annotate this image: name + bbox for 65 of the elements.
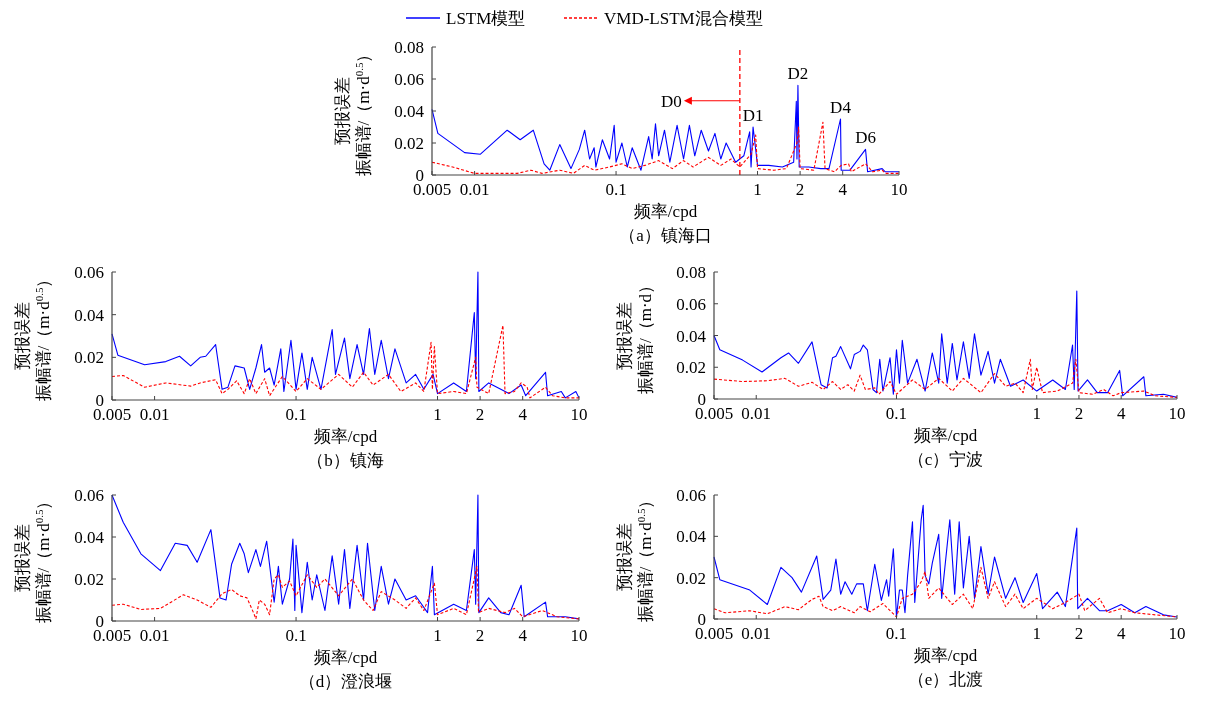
x-tick-label: 10 — [570, 626, 588, 645]
text: （d）澄浪堰 — [298, 672, 393, 691]
x-tick-label: 10 — [1168, 624, 1186, 643]
annotation: D1 — [742, 106, 764, 125]
annotation: D4 — [830, 98, 852, 117]
x-axis-title: 频率/cpd — [313, 648, 378, 667]
x-tick-label: 10 — [1168, 404, 1186, 423]
y-tick-label: 0.04 — [74, 528, 105, 547]
x-tick-label: 0.1 — [285, 405, 307, 424]
y-axis-title: 预报误差振幅谱/（m·d） — [615, 276, 655, 395]
x-tick-label: 4 — [838, 180, 848, 199]
x-tick-label: 1 — [1032, 404, 1041, 423]
text: （b）镇海 — [307, 451, 384, 470]
y-tick-label: 0.02 — [74, 348, 104, 368]
x-tick-label: 2 — [1074, 404, 1084, 423]
y-tick-label: 0.04 — [74, 305, 105, 325]
x-tick-label: 4 — [1116, 404, 1126, 423]
y-tick-label: 0.06 — [676, 486, 706, 505]
x-tick-label: 1 — [1032, 624, 1041, 643]
x-tick-label: 0.01 — [139, 405, 170, 424]
x-tick-label: 2 — [475, 626, 485, 645]
x-tick-label: 0.01 — [741, 624, 772, 643]
y-tick-label: 0.08 — [394, 38, 424, 57]
x-tick-label: 0.01 — [741, 404, 772, 423]
x-tick-label: 0.1 — [885, 404, 908, 423]
y-tick-label: 0.08 — [676, 263, 706, 282]
x-tick-label: 10 — [570, 405, 588, 424]
x-tick-label: 2 — [475, 405, 485, 424]
x-tick-label: 2 — [1074, 624, 1084, 643]
x-axis-title: 频率/cpd — [313, 427, 378, 446]
x-tick-label: 0.01 — [139, 626, 170, 645]
x-tick-label: 1 — [753, 180, 762, 199]
y-tick-label: 0.06 — [74, 486, 104, 505]
text: （e）北渡 — [907, 670, 984, 689]
x-tick-label: 1 — [433, 626, 442, 645]
legend-label: LSTM模型 — [446, 9, 526, 28]
y-tick-label: 0.04 — [676, 326, 707, 346]
x-tick-label: 10 — [890, 180, 908, 199]
x-tick-label: 0.1 — [605, 180, 627, 199]
y-tick-label: 0.02 — [676, 358, 706, 378]
legend-label: VMD-LSTM混合模型 — [604, 9, 763, 28]
y-tick-label: 0.06 — [676, 294, 706, 314]
ref-line-label: D0 — [661, 91, 682, 111]
annotation: D2 — [787, 64, 809, 84]
text: （a）镇海口 — [619, 226, 712, 245]
x-axis-title: 频率/cpd — [913, 646, 978, 665]
y-tick-label: 0.04 — [676, 527, 707, 547]
x-tick-label: 0.01 — [459, 180, 490, 199]
y-tick-label: 0.06 — [394, 70, 424, 89]
x-tick-label: 4 — [518, 626, 528, 645]
y-tick-label: 0.02 — [676, 568, 706, 588]
x-tick-label: 1 — [433, 405, 442, 424]
x-tick-label: 0.1 — [285, 626, 307, 645]
y-tick-label: 0.02 — [74, 570, 104, 589]
y-tick-label: 0.02 — [394, 134, 424, 153]
x-axis-title: 频率/cpd — [913, 426, 978, 445]
x-axis-title: 频率/cpd — [633, 202, 698, 221]
text: （c）宁波 — [907, 450, 984, 469]
y-tick-label: 0.06 — [74, 263, 104, 282]
x-tick-label: 4 — [1116, 624, 1126, 643]
x-tick-label: 4 — [518, 405, 528, 424]
x-tick-label: 0.1 — [885, 624, 908, 643]
annotation: D6 — [855, 128, 876, 148]
x-tick-label: 2 — [795, 180, 805, 199]
y-tick-label: 0.04 — [394, 102, 425, 121]
